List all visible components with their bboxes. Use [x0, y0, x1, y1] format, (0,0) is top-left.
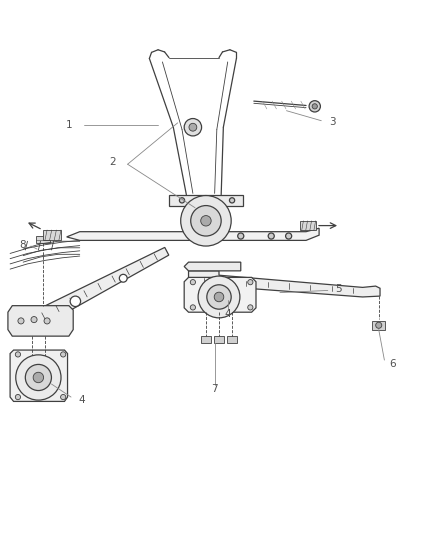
- Circle shape: [214, 292, 224, 302]
- Text: 8: 8: [19, 240, 25, 250]
- Circle shape: [60, 394, 66, 400]
- Circle shape: [207, 285, 231, 309]
- Polygon shape: [8, 305, 73, 336]
- Polygon shape: [10, 350, 67, 401]
- Circle shape: [15, 352, 21, 357]
- Text: 3: 3: [329, 117, 336, 127]
- Polygon shape: [43, 230, 61, 240]
- Polygon shape: [227, 336, 237, 343]
- Circle shape: [286, 233, 292, 239]
- Circle shape: [198, 276, 240, 318]
- Polygon shape: [184, 262, 241, 271]
- Circle shape: [44, 318, 50, 324]
- Circle shape: [238, 233, 244, 239]
- Circle shape: [191, 206, 221, 236]
- Circle shape: [309, 101, 321, 112]
- Circle shape: [376, 322, 382, 328]
- Circle shape: [190, 305, 195, 310]
- Polygon shape: [188, 271, 380, 297]
- Polygon shape: [169, 195, 243, 206]
- Circle shape: [60, 352, 66, 357]
- Text: 1: 1: [66, 120, 72, 130]
- Circle shape: [248, 305, 253, 310]
- Circle shape: [201, 215, 211, 226]
- Polygon shape: [300, 221, 316, 230]
- Circle shape: [18, 318, 24, 324]
- Polygon shape: [184, 277, 256, 312]
- Circle shape: [119, 274, 127, 282]
- Text: 7: 7: [212, 384, 218, 394]
- Circle shape: [25, 365, 51, 391]
- Polygon shape: [26, 247, 169, 331]
- Circle shape: [248, 279, 253, 285]
- Circle shape: [190, 279, 195, 285]
- Text: 4: 4: [78, 395, 85, 405]
- Polygon shape: [372, 321, 385, 329]
- Text: 4: 4: [224, 309, 231, 319]
- Circle shape: [33, 372, 44, 383]
- Polygon shape: [214, 336, 224, 343]
- Circle shape: [181, 196, 231, 246]
- Polygon shape: [201, 336, 211, 343]
- Circle shape: [184, 118, 201, 136]
- Text: 5: 5: [336, 284, 342, 294]
- Text: 6: 6: [389, 359, 396, 368]
- Polygon shape: [36, 236, 50, 243]
- Circle shape: [180, 198, 185, 203]
- Circle shape: [70, 296, 81, 306]
- Circle shape: [312, 104, 318, 109]
- Circle shape: [268, 233, 274, 239]
- Circle shape: [189, 123, 197, 131]
- Circle shape: [16, 355, 61, 400]
- Circle shape: [15, 394, 21, 400]
- Circle shape: [31, 317, 37, 322]
- Polygon shape: [67, 228, 319, 240]
- Circle shape: [230, 198, 235, 203]
- Text: 2: 2: [109, 157, 116, 167]
